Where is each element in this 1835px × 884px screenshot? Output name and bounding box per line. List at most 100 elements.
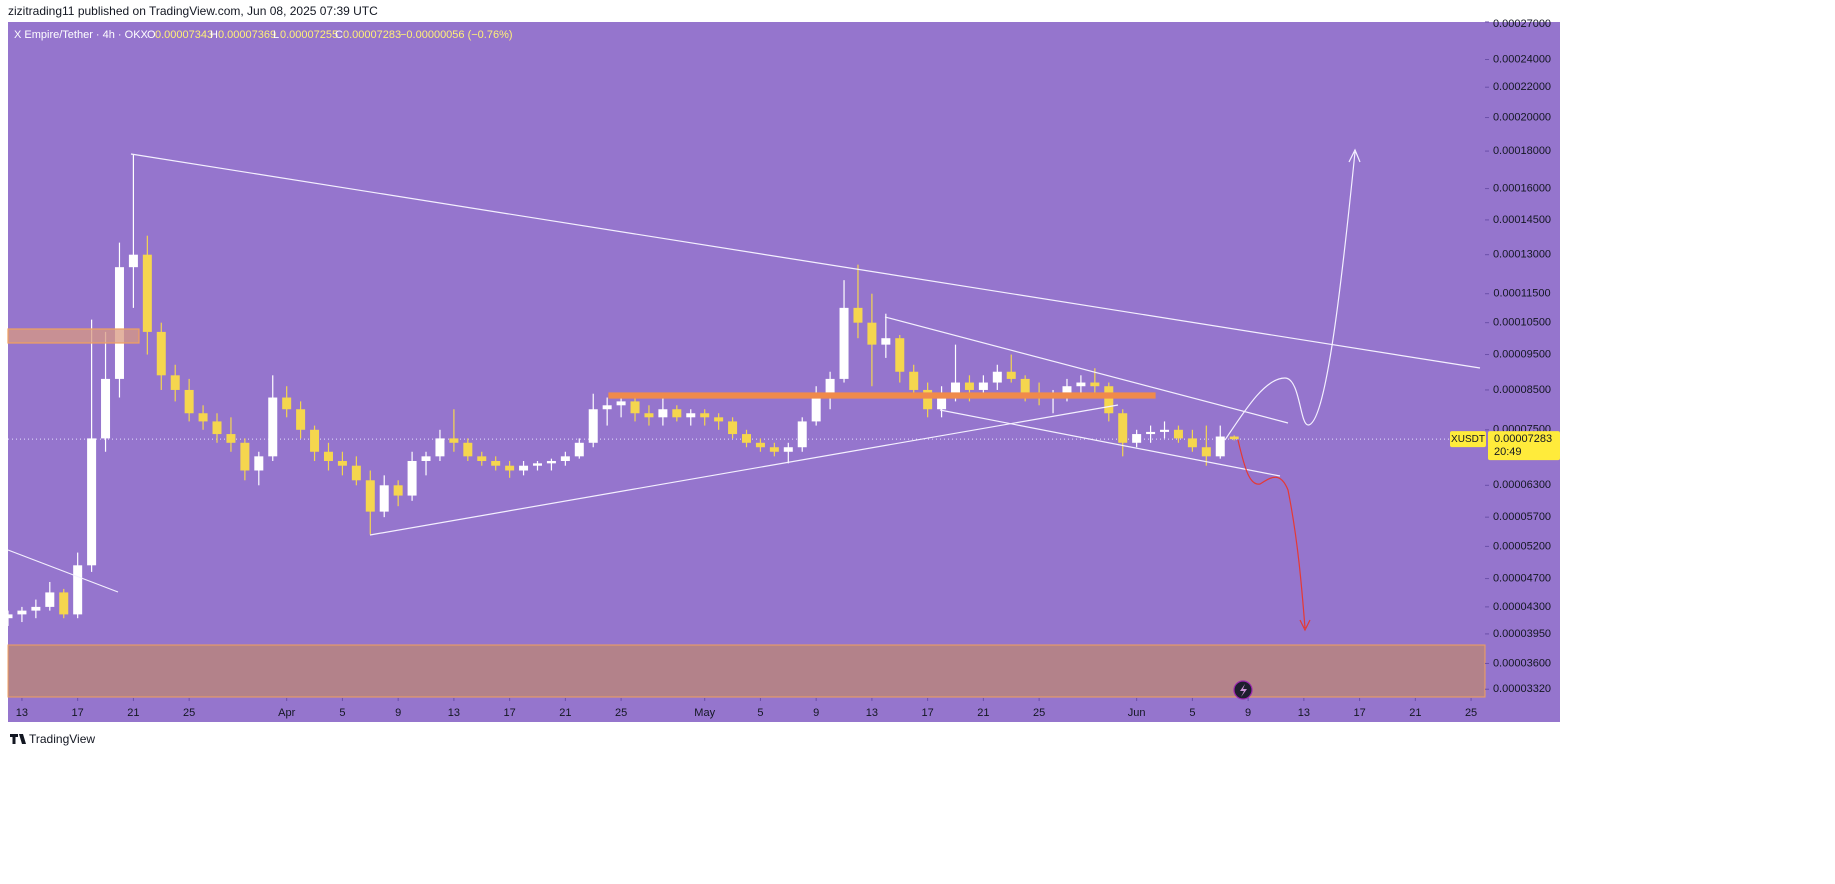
ohlc-key: H bbox=[210, 29, 218, 41]
y-tick-label: 0.00006300 bbox=[1493, 479, 1551, 491]
x-tick-label: 13 bbox=[16, 707, 28, 719]
symbol: X Empire/Tether · 4h · OKX bbox=[14, 29, 149, 41]
candle-body bbox=[296, 409, 306, 430]
candle-body bbox=[895, 338, 905, 372]
candle-body bbox=[73, 565, 83, 615]
x-tick-label: 17 bbox=[503, 707, 515, 719]
arrow-head bbox=[1348, 148, 1361, 163]
candle-body bbox=[881, 338, 891, 345]
chart-background bbox=[8, 22, 1560, 722]
candle-body bbox=[240, 442, 250, 471]
y-tick-label: 0.00008500 bbox=[1493, 384, 1551, 396]
candle-body bbox=[686, 413, 696, 418]
symbol-tag-label: XUSDT bbox=[1451, 434, 1485, 445]
candle-body bbox=[546, 460, 556, 464]
candle-body bbox=[212, 421, 222, 435]
y-tick-label: 0.00027000 bbox=[1493, 18, 1551, 30]
y-tick-label: 0.00003320 bbox=[1493, 683, 1551, 695]
candle-body bbox=[45, 592, 55, 607]
published-note: zizitrading11 published on TradingView.c… bbox=[8, 4, 378, 18]
arrow-head bbox=[1299, 619, 1311, 632]
change: −0.00000056 (−0.76%) bbox=[400, 29, 513, 41]
candle-body bbox=[128, 254, 138, 268]
candle-body bbox=[700, 413, 710, 418]
y-tick-label: 0.00014500 bbox=[1493, 214, 1551, 226]
ohlc-value: 0.00007255 bbox=[280, 29, 338, 41]
candle-body bbox=[449, 438, 459, 443]
brand-name: TradingView bbox=[29, 732, 95, 746]
candle-body bbox=[588, 409, 598, 443]
candle-body bbox=[1229, 436, 1239, 440]
candle-body bbox=[491, 460, 501, 466]
candle-body bbox=[184, 389, 194, 414]
x-tick-label: 9 bbox=[395, 707, 401, 719]
candle-body bbox=[1146, 431, 1156, 435]
candle-body bbox=[1187, 438, 1197, 448]
y-tick-label: 0.00020000 bbox=[1493, 111, 1551, 123]
candle-body bbox=[170, 375, 180, 390]
alert-glyph bbox=[1240, 684, 1247, 697]
candle-body bbox=[658, 409, 668, 418]
x-tick-label: 21 bbox=[1409, 707, 1421, 719]
candle-body bbox=[435, 438, 445, 457]
candle-body bbox=[951, 382, 961, 394]
candle-body bbox=[1104, 386, 1114, 414]
candle-body bbox=[351, 465, 361, 481]
candle-body bbox=[853, 307, 863, 323]
candle-body bbox=[198, 413, 208, 422]
candle-body bbox=[783, 447, 793, 452]
y-tick-label: 0.00022000 bbox=[1493, 81, 1551, 93]
candle-body bbox=[365, 480, 375, 512]
candle-body bbox=[505, 465, 515, 471]
x-tick-label: May bbox=[694, 707, 715, 719]
demand-zone bbox=[7, 644, 1486, 698]
trend-line bbox=[884, 316, 1289, 424]
candle-body bbox=[31, 606, 41, 611]
ohlc-value: 0.00007283 bbox=[343, 29, 401, 41]
candle-body bbox=[379, 485, 389, 512]
y-tick-label: 0.00004300 bbox=[1493, 601, 1551, 613]
ohlc-value: 0.00007343 bbox=[155, 29, 213, 41]
resistance-line bbox=[608, 392, 1156, 399]
x-tick-label: 13 bbox=[448, 707, 460, 719]
candle-body bbox=[630, 401, 640, 414]
candle-body bbox=[839, 307, 849, 379]
candle-body bbox=[755, 442, 765, 448]
drawings bbox=[7, 148, 1481, 700]
x-tick-label: 9 bbox=[813, 707, 819, 719]
legend: X Empire/Tether · 4h · OKX O 0.00007343 … bbox=[14, 29, 513, 41]
candle-body bbox=[1201, 447, 1211, 457]
brand-logo bbox=[10, 734, 26, 744]
y-tick-label: 0.00010500 bbox=[1493, 317, 1551, 329]
candle-body bbox=[1160, 429, 1170, 432]
candle-body bbox=[268, 397, 278, 457]
candle-body bbox=[323, 451, 333, 461]
x-tick-label: 25 bbox=[1033, 707, 1045, 719]
candle-body bbox=[1215, 436, 1225, 457]
candle-body bbox=[142, 254, 152, 332]
candle-body bbox=[226, 434, 236, 443]
candle-body bbox=[407, 460, 417, 496]
candle-body bbox=[477, 456, 487, 461]
candle-body bbox=[574, 442, 584, 457]
trend-line bbox=[939, 409, 1281, 477]
candle-body bbox=[923, 389, 933, 410]
ohlc-key: L bbox=[273, 29, 279, 41]
y-tick-label: 0.00011500 bbox=[1493, 288, 1550, 300]
candle-body bbox=[672, 409, 682, 418]
candle-body bbox=[519, 465, 529, 471]
candle-body bbox=[714, 417, 724, 422]
candle-body bbox=[964, 382, 974, 390]
candle-body bbox=[1006, 371, 1016, 379]
x-tick-label: 25 bbox=[183, 707, 195, 719]
y-tick-label: 0.00016000 bbox=[1493, 182, 1551, 194]
candle-body bbox=[114, 267, 124, 379]
x-tick-label: 5 bbox=[339, 707, 345, 719]
ohlc-key: O bbox=[147, 29, 156, 41]
candle-body bbox=[978, 382, 988, 390]
bull-projection bbox=[1224, 151, 1356, 441]
countdown-label: 20:49 bbox=[1494, 446, 1522, 458]
candle-body bbox=[867, 322, 877, 345]
y-tick-label: 0.00018000 bbox=[1493, 145, 1551, 157]
